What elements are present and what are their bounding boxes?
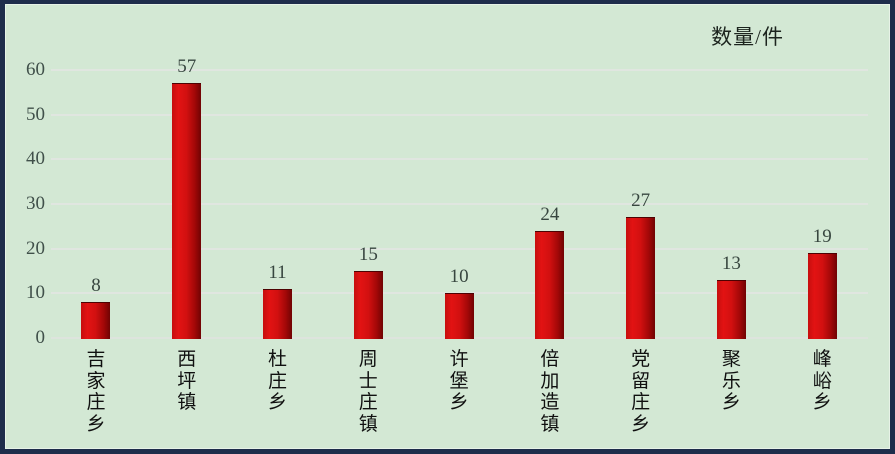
- category-label-char: 西: [177, 349, 197, 370]
- category-label-char: 造: [540, 392, 560, 413]
- category-label-西坪镇: 西坪镇: [174, 349, 200, 414]
- y-axis-tick-label: 30: [26, 193, 45, 215]
- gridline-y40: [50, 158, 868, 161]
- category-label-char: 镇: [358, 413, 378, 435]
- y-axis-tick-label: 0: [35, 327, 46, 348]
- bar-value-label: 15: [358, 244, 378, 266]
- category-label-char: 乡: [86, 413, 106, 435]
- bar-value-label: 13: [721, 252, 741, 274]
- category-label-char: 杜: [268, 349, 288, 370]
- bar-value-label: 27: [631, 190, 651, 212]
- bar-聚乐乡: [716, 279, 746, 339]
- y-axis-tick-label: 10: [26, 282, 45, 304]
- category-label-char: 庄: [358, 392, 378, 413]
- category-label-吉家庄乡: 吉家庄乡: [83, 349, 109, 435]
- bar-value-label: 24: [540, 203, 560, 225]
- category-label-char: 乡: [721, 392, 741, 413]
- category-label-char: 镇: [540, 413, 560, 435]
- category-label-char: 倍: [540, 349, 560, 370]
- category-label-char: 庄: [268, 370, 288, 392]
- gridline-y60: [50, 69, 868, 72]
- y-axis-tick-label: 60: [26, 59, 45, 81]
- bar-value-label: 8: [91, 275, 101, 297]
- category-label-char: 乡: [812, 392, 832, 413]
- category-label-char: 留: [631, 370, 651, 392]
- bar-value-label: 11: [268, 261, 287, 283]
- category-label-char: 乡: [268, 392, 288, 413]
- bar-value-label: 57: [177, 56, 197, 78]
- category-label-char: 家: [86, 370, 106, 392]
- bar-峰峪乡: [807, 253, 837, 339]
- axis-unit-label: 数量/件: [711, 25, 784, 49]
- category-label-char: 峰: [812, 349, 832, 370]
- category-label-char: 镇: [177, 392, 197, 413]
- category-label-杜庄乡: 杜庄乡: [265, 349, 291, 414]
- gridline-y30: [50, 203, 868, 206]
- category-label-倍加造镇: 倍加造镇: [537, 349, 563, 435]
- bar-吉家庄乡: [81, 302, 111, 339]
- bar-党留庄乡: [626, 217, 656, 339]
- category-label-char: 聚: [721, 349, 741, 370]
- category-label-聚乐乡: 聚乐乡: [718, 349, 744, 414]
- gridline-y20: [50, 247, 868, 250]
- category-label-char: 周: [358, 349, 378, 370]
- category-label-char: 庄: [86, 392, 106, 413]
- category-label-char: 乡: [449, 392, 469, 413]
- category-label-char: 士: [358, 370, 378, 392]
- y-axis-tick-label: 20: [26, 237, 45, 259]
- category-label-char: 党: [631, 349, 651, 370]
- plot-background: 数量/件 0 10 20 30 40 50 60 8 吉家庄乡 57 西坪镇 11 杜庄乡 15 周士庄镇 1…: [5, 4, 890, 449]
- bar-杜庄乡: [263, 288, 293, 339]
- category-label-char: 堡: [449, 370, 469, 392]
- y-axis-tick-label: 40: [26, 148, 45, 170]
- category-label-char: 乐: [721, 370, 741, 392]
- category-label-周士庄镇: 周士庄镇: [355, 349, 381, 435]
- category-label-char: 峪: [812, 370, 832, 392]
- bar-value-label: 10: [449, 266, 469, 288]
- bar-西坪镇: [172, 83, 202, 339]
- category-label-党留庄乡: 党留庄乡: [628, 349, 654, 435]
- category-label-许堡乡: 许堡乡: [446, 349, 472, 414]
- bar-value-label: 19: [812, 226, 832, 248]
- bar-周士庄镇: [353, 271, 383, 339]
- y-axis-tick-label: 50: [26, 103, 45, 125]
- bar-许堡乡: [444, 293, 474, 339]
- gridline-y50: [50, 113, 868, 116]
- category-label-峰峪乡: 峰峪乡: [809, 349, 835, 414]
- category-label-char: 许: [449, 349, 469, 370]
- category-label-char: 庄: [631, 392, 651, 413]
- category-label-char: 乡: [631, 413, 651, 435]
- category-label-char: 吉: [86, 349, 106, 370]
- category-label-char: 坪: [177, 370, 197, 392]
- bar-倍加造镇: [535, 230, 565, 339]
- category-label-char: 加: [540, 370, 560, 392]
